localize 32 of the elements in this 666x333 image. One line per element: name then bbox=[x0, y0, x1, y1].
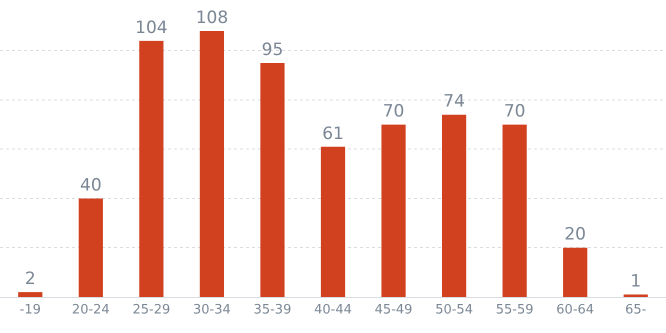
data-label: 95 bbox=[262, 40, 284, 60]
bar bbox=[320, 146, 346, 297]
data-label: 70 bbox=[504, 102, 526, 122]
data-label: 40 bbox=[80, 175, 102, 196]
data-label: 108 bbox=[196, 8, 228, 28]
data-label: 1 bbox=[630, 272, 642, 292]
data-label: 2 bbox=[24, 269, 36, 290]
bar bbox=[78, 198, 103, 297]
data-label: 104 bbox=[135, 18, 168, 38]
bar bbox=[502, 124, 527, 297]
x-tick-label: 45-49 bbox=[374, 302, 412, 318]
data-label: 20 bbox=[564, 224, 586, 245]
x-tick-label: 55-59 bbox=[496, 302, 534, 318]
x-tick-label: 65- bbox=[625, 302, 647, 318]
bar bbox=[200, 31, 224, 297]
bar bbox=[260, 63, 285, 297]
x-tick-label: 30-34 bbox=[193, 302, 231, 318]
data-label: 61 bbox=[322, 124, 344, 144]
x-tick-label: 25-29 bbox=[132, 302, 170, 318]
x-tick-label: 35-39 bbox=[254, 302, 292, 318]
x-tick-label: 50-54 bbox=[435, 302, 473, 318]
bar bbox=[139, 40, 164, 297]
bar bbox=[442, 114, 466, 297]
x-tick-label: 20-24 bbox=[72, 302, 110, 318]
bar bbox=[18, 292, 42, 297]
bar bbox=[563, 248, 588, 297]
x-tick-label: 40-44 bbox=[314, 302, 352, 318]
bar bbox=[381, 124, 406, 297]
data-label: 70 bbox=[382, 102, 404, 122]
x-tick-label: -19 bbox=[20, 302, 41, 318]
x-tick-label: 60-64 bbox=[556, 302, 594, 318]
data-label: 74 bbox=[443, 92, 465, 112]
